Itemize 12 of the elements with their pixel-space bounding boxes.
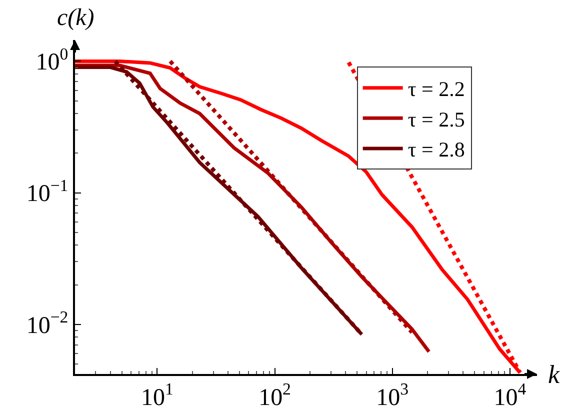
x-tick-label: 10$^{1}$	[140, 380, 174, 411]
y-tick-label: 10$^{−1}$	[26, 176, 68, 208]
x-tick-label: 10$^{3}$	[376, 380, 409, 411]
x-tick-label: 10$^{4}$	[494, 380, 527, 411]
legend-label: τ = 2.8	[408, 138, 465, 162]
y-tick-label: 10$^{0}$	[36, 44, 68, 76]
legend-label: τ = 2.2	[408, 77, 465, 102]
x-tick-label: 10$^{2}$	[258, 380, 291, 411]
y-axis-title: c(k)	[57, 5, 94, 31]
legend-label: τ = 2.5	[408, 107, 465, 132]
y-tick-label: 10$^{−2}$	[26, 308, 68, 339]
x-axis-title: k	[548, 360, 560, 389]
